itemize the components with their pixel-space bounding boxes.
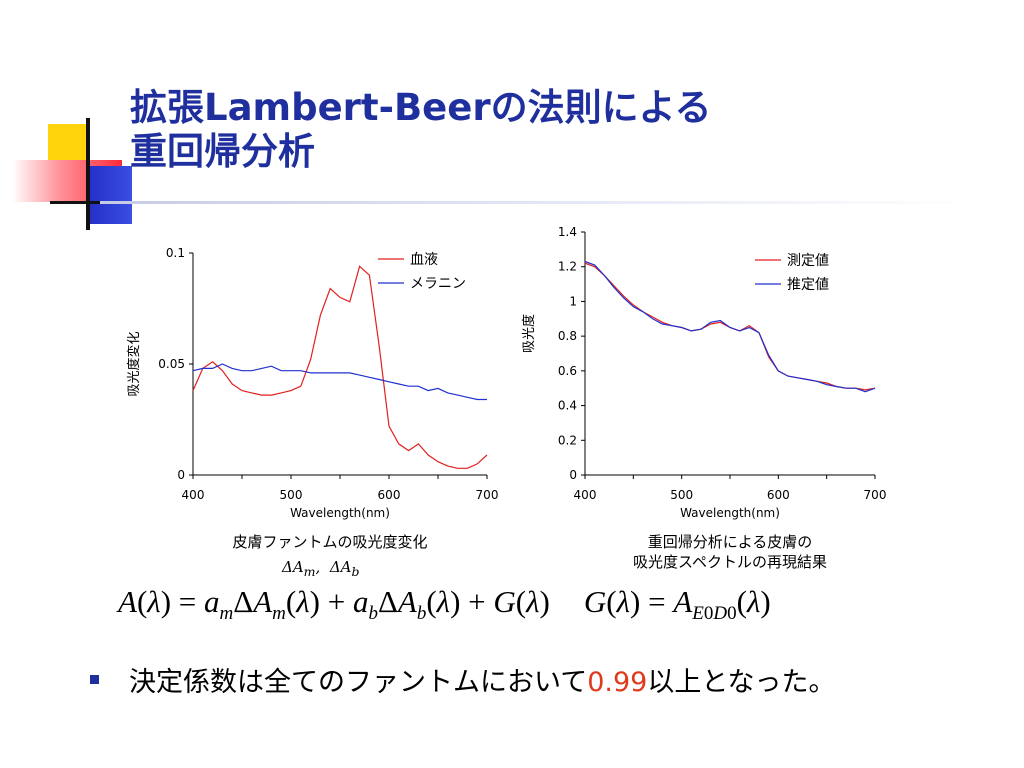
chart0-x-tick-label: 400 [182, 488, 205, 502]
conclusion-highlight-value: 0.99 [587, 667, 648, 698]
chart1-y-tick-label: 1.2 [558, 260, 577, 274]
bullet-square-icon [90, 675, 99, 684]
chart-skin-phantom-absorbance-change: 0 0.05 0.1 400 500 600 700 Wavelength(nm) 吸光度変化 血… [110, 215, 510, 525]
chart1-y-tick-label: 1.4 [558, 225, 577, 239]
chart-regression-reproduction: 0 0.2 0.4 0.6 0.8 1 1.2 1.4 400 500 600 700 Waveleng… [515, 215, 915, 525]
left-chart-caption: 皮膚ファントムの吸光度変化 [200, 532, 460, 552]
chart1-y-axis-label: 吸光度 [521, 314, 537, 353]
conclusion-text-before: 決定係数は全てのファントムにおいて [129, 667, 588, 698]
slide-title: 拡張Lambert-Beerの法則による 重回帰分析 [130, 86, 712, 174]
regression-equation: A(λ) = amΔAm(λ) + abΔAb(λ) + G(λ) G(λ) = … [118, 584, 771, 625]
chart1-x-tick-label: 400 [574, 488, 597, 502]
slide-title-line2: 重回帰分析 [130, 130, 315, 173]
chart1-x-axis-label: Wavelength(nm) [680, 506, 780, 520]
chart1-y-tick-label: 0.8 [558, 329, 577, 343]
conclusion-text-after: 以上となった。 [647, 667, 836, 698]
decor-blue-square [90, 166, 132, 224]
chart1-legend-label-1: 推定値 [787, 277, 829, 293]
chart1-x-tick-label: 600 [767, 488, 790, 502]
slide-title-line1: 拡張Lambert-Beerの法則による [130, 86, 712, 129]
chart1-x-tick-label: 700 [864, 488, 887, 502]
delta-a-b-symbol: ΔAb [329, 558, 360, 579]
title-underline-fade [100, 201, 980, 204]
chart1-series-line-0 [584, 262, 876, 391]
delta-a-m-symbol: ΔAm [282, 558, 316, 579]
chart0-y-tick-label: 0.1 [166, 246, 185, 260]
chart1-series-line-1 [584, 260, 876, 393]
chart1-y-tick-label: 0 [569, 468, 577, 482]
chart1-y-tick-label: 0.4 [558, 399, 577, 413]
chart0-series-line-0 [192, 265, 488, 469]
chart0-x-tick-label: 700 [476, 488, 499, 502]
chart0-legend-label-1: メラニン [410, 276, 466, 292]
right-chart-caption: 重回帰分析による皮膚の 吸光度スペクトルの再現結果 [590, 532, 870, 572]
chart1-legend-label-0: 測定値 [787, 253, 829, 269]
chart0-x-tick-label: 600 [378, 488, 401, 502]
chart0-y-axis-label: 吸光度変化 [126, 331, 142, 396]
chart0-y-tick-label: 0 [177, 468, 185, 482]
chart0-x-axis-label: Wavelength(nm) [290, 506, 390, 520]
left-chart-caption-text: 皮膚ファントムの吸光度変化 [232, 533, 428, 551]
chart1-x-tick-label: 500 [670, 488, 693, 502]
chart0-series-line-1 [192, 363, 487, 401]
chart1-svg: 0 0.2 0.4 0.6 0.8 1 1.2 1.4 400 500 600 700 Waveleng… [521, 225, 887, 520]
chart0-x-tick-label: 500 [280, 488, 303, 502]
chart1-y-tick-label: 0.6 [558, 364, 577, 378]
right-chart-caption-line2: 吸光度スペクトルの再現結果 [633, 553, 827, 571]
decor-horizontal-line [50, 201, 140, 204]
chart0-legend-label-0: 血液 [410, 252, 438, 268]
right-chart-caption-line1: 重回帰分析による皮膚の [647, 533, 813, 551]
chart1-y-tick-label: 1 [569, 294, 577, 308]
left-chart-symbols: ΔAm, ΔAb [282, 558, 360, 579]
chart0-y-tick-label: 0.05 [158, 357, 185, 371]
conclusion-bullet: 決定係数は全てのファントムにおいて0.99以上となった。 [90, 660, 836, 699]
decor-vertical-line [86, 118, 90, 230]
chart0-svg: 0 0.05 0.1 400 500 600 700 Wavelength(nm) 吸光度変化 血… [126, 246, 499, 520]
chart1-y-tick-label: 0.2 [558, 433, 577, 447]
